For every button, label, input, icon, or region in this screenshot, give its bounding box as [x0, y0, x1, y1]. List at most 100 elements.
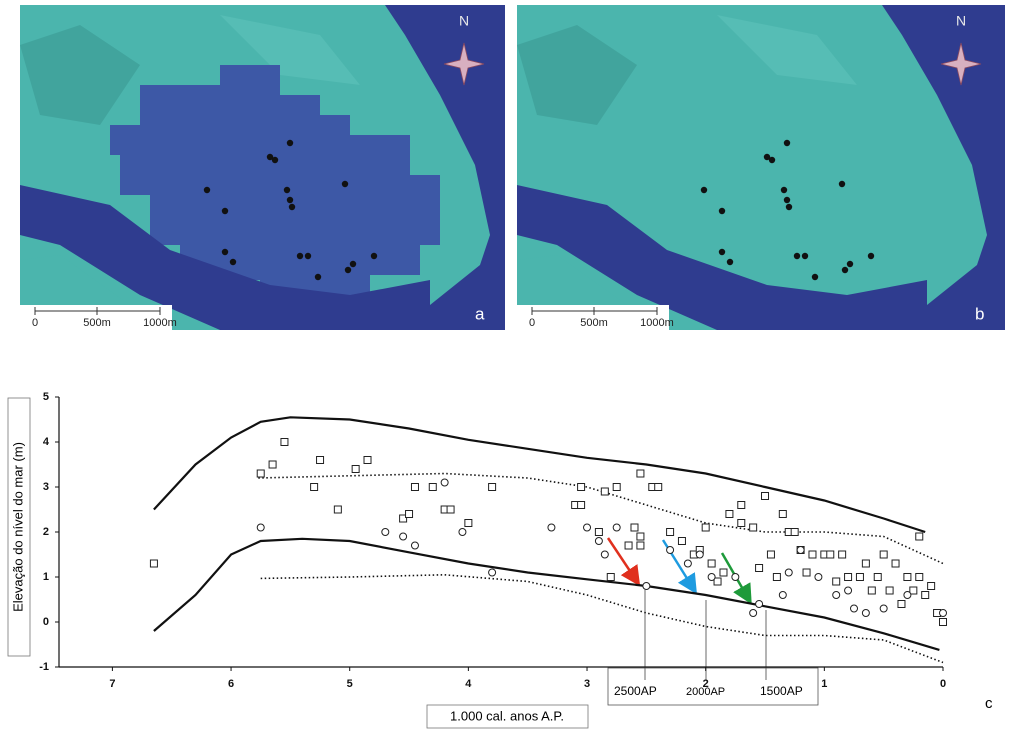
point-circle — [779, 592, 786, 599]
point-square — [411, 484, 418, 491]
point-circle — [441, 479, 448, 486]
point-square — [845, 574, 852, 581]
site — [868, 253, 874, 259]
point-square — [578, 502, 585, 509]
envelope-dotted — [258, 474, 943, 564]
y-tick-label: 5 — [43, 391, 49, 403]
point-square — [762, 493, 769, 500]
point-square — [406, 511, 413, 518]
point-square — [655, 484, 662, 491]
site — [272, 157, 278, 163]
point-square — [791, 529, 798, 536]
site — [781, 187, 787, 193]
panel-label: a — [475, 304, 485, 323]
x-tick-label: 7 — [109, 678, 115, 690]
point-square — [667, 529, 674, 536]
point-circle — [613, 524, 620, 531]
scale-label: 500m — [83, 317, 111, 329]
scale-label: 1000m — [640, 317, 674, 329]
site — [222, 208, 228, 214]
point-circle — [904, 592, 911, 599]
point-square — [803, 569, 810, 576]
point-circle — [708, 574, 715, 581]
point-circle — [851, 605, 858, 612]
point-square — [839, 551, 846, 558]
point-square — [856, 574, 863, 581]
point-circle — [584, 524, 591, 531]
point-square — [904, 574, 911, 581]
point-circle — [684, 560, 691, 567]
point-circle — [845, 587, 852, 594]
point-square — [150, 560, 157, 567]
point-circle — [548, 524, 555, 531]
y-tick-label: -1 — [39, 661, 49, 673]
y-axis-label: Elevação do nível do mar (m) — [10, 442, 25, 612]
point-square — [862, 560, 869, 567]
point-square — [928, 583, 935, 590]
point-square — [625, 542, 632, 549]
scale-label: 1000m — [143, 317, 177, 329]
point-square — [429, 484, 436, 491]
annotation: 1500AP — [760, 684, 803, 698]
point-square — [631, 524, 638, 531]
y-tick-label: 2 — [43, 526, 49, 538]
panel-label: c — [985, 695, 993, 712]
point-square — [880, 551, 887, 558]
point-circle — [862, 610, 869, 617]
point-circle — [756, 601, 763, 608]
point-square — [898, 601, 905, 608]
site — [297, 253, 303, 259]
point-circle — [601, 551, 608, 558]
site — [222, 249, 228, 255]
site — [727, 259, 733, 265]
point-square — [607, 574, 614, 581]
point-circle — [940, 610, 947, 617]
point-circle — [880, 605, 887, 612]
page: {"maps": [ {"label": "a", "north": "N", … — [0, 0, 1013, 730]
site — [784, 197, 790, 203]
point-circle — [750, 610, 757, 617]
envelope-line — [154, 417, 925, 532]
point-square — [892, 560, 899, 567]
point-square — [738, 502, 745, 509]
point-circle — [459, 529, 466, 536]
annotation: 2500AP — [614, 684, 657, 698]
point-square — [874, 574, 881, 581]
point-circle — [595, 538, 602, 545]
point-square — [750, 524, 757, 531]
x-tick-label: 3 — [584, 678, 590, 690]
point-square — [833, 578, 840, 585]
point-circle — [696, 551, 703, 558]
x-axis-label: 1.000 cal. anos A.P. — [450, 708, 564, 723]
point-circle — [257, 524, 264, 531]
site — [289, 204, 295, 210]
site — [786, 204, 792, 210]
y-tick-label: 1 — [43, 571, 49, 583]
point-circle — [667, 547, 674, 554]
point-square — [595, 529, 602, 536]
site — [287, 140, 293, 146]
point-square — [257, 470, 264, 477]
point-square — [334, 506, 341, 513]
x-tick-label: 1 — [821, 678, 827, 690]
north-label: N — [459, 13, 469, 29]
point-square — [601, 488, 608, 495]
x-tick-label: 5 — [347, 678, 353, 690]
point-circle — [732, 574, 739, 581]
point-square — [702, 524, 709, 531]
point-square — [364, 457, 371, 464]
point-circle — [643, 583, 650, 590]
x-tick-label: 4 — [465, 678, 472, 690]
point-square — [637, 542, 644, 549]
site — [839, 181, 845, 187]
point-square — [868, 587, 875, 594]
point-square — [708, 560, 715, 567]
point-square — [613, 484, 620, 491]
point-square — [910, 587, 917, 594]
site — [371, 253, 377, 259]
point-square — [678, 538, 685, 545]
point-square — [352, 466, 359, 473]
point-square — [922, 592, 929, 599]
site — [794, 253, 800, 259]
map-panel: N0500m1000mb — [517, 5, 1005, 330]
